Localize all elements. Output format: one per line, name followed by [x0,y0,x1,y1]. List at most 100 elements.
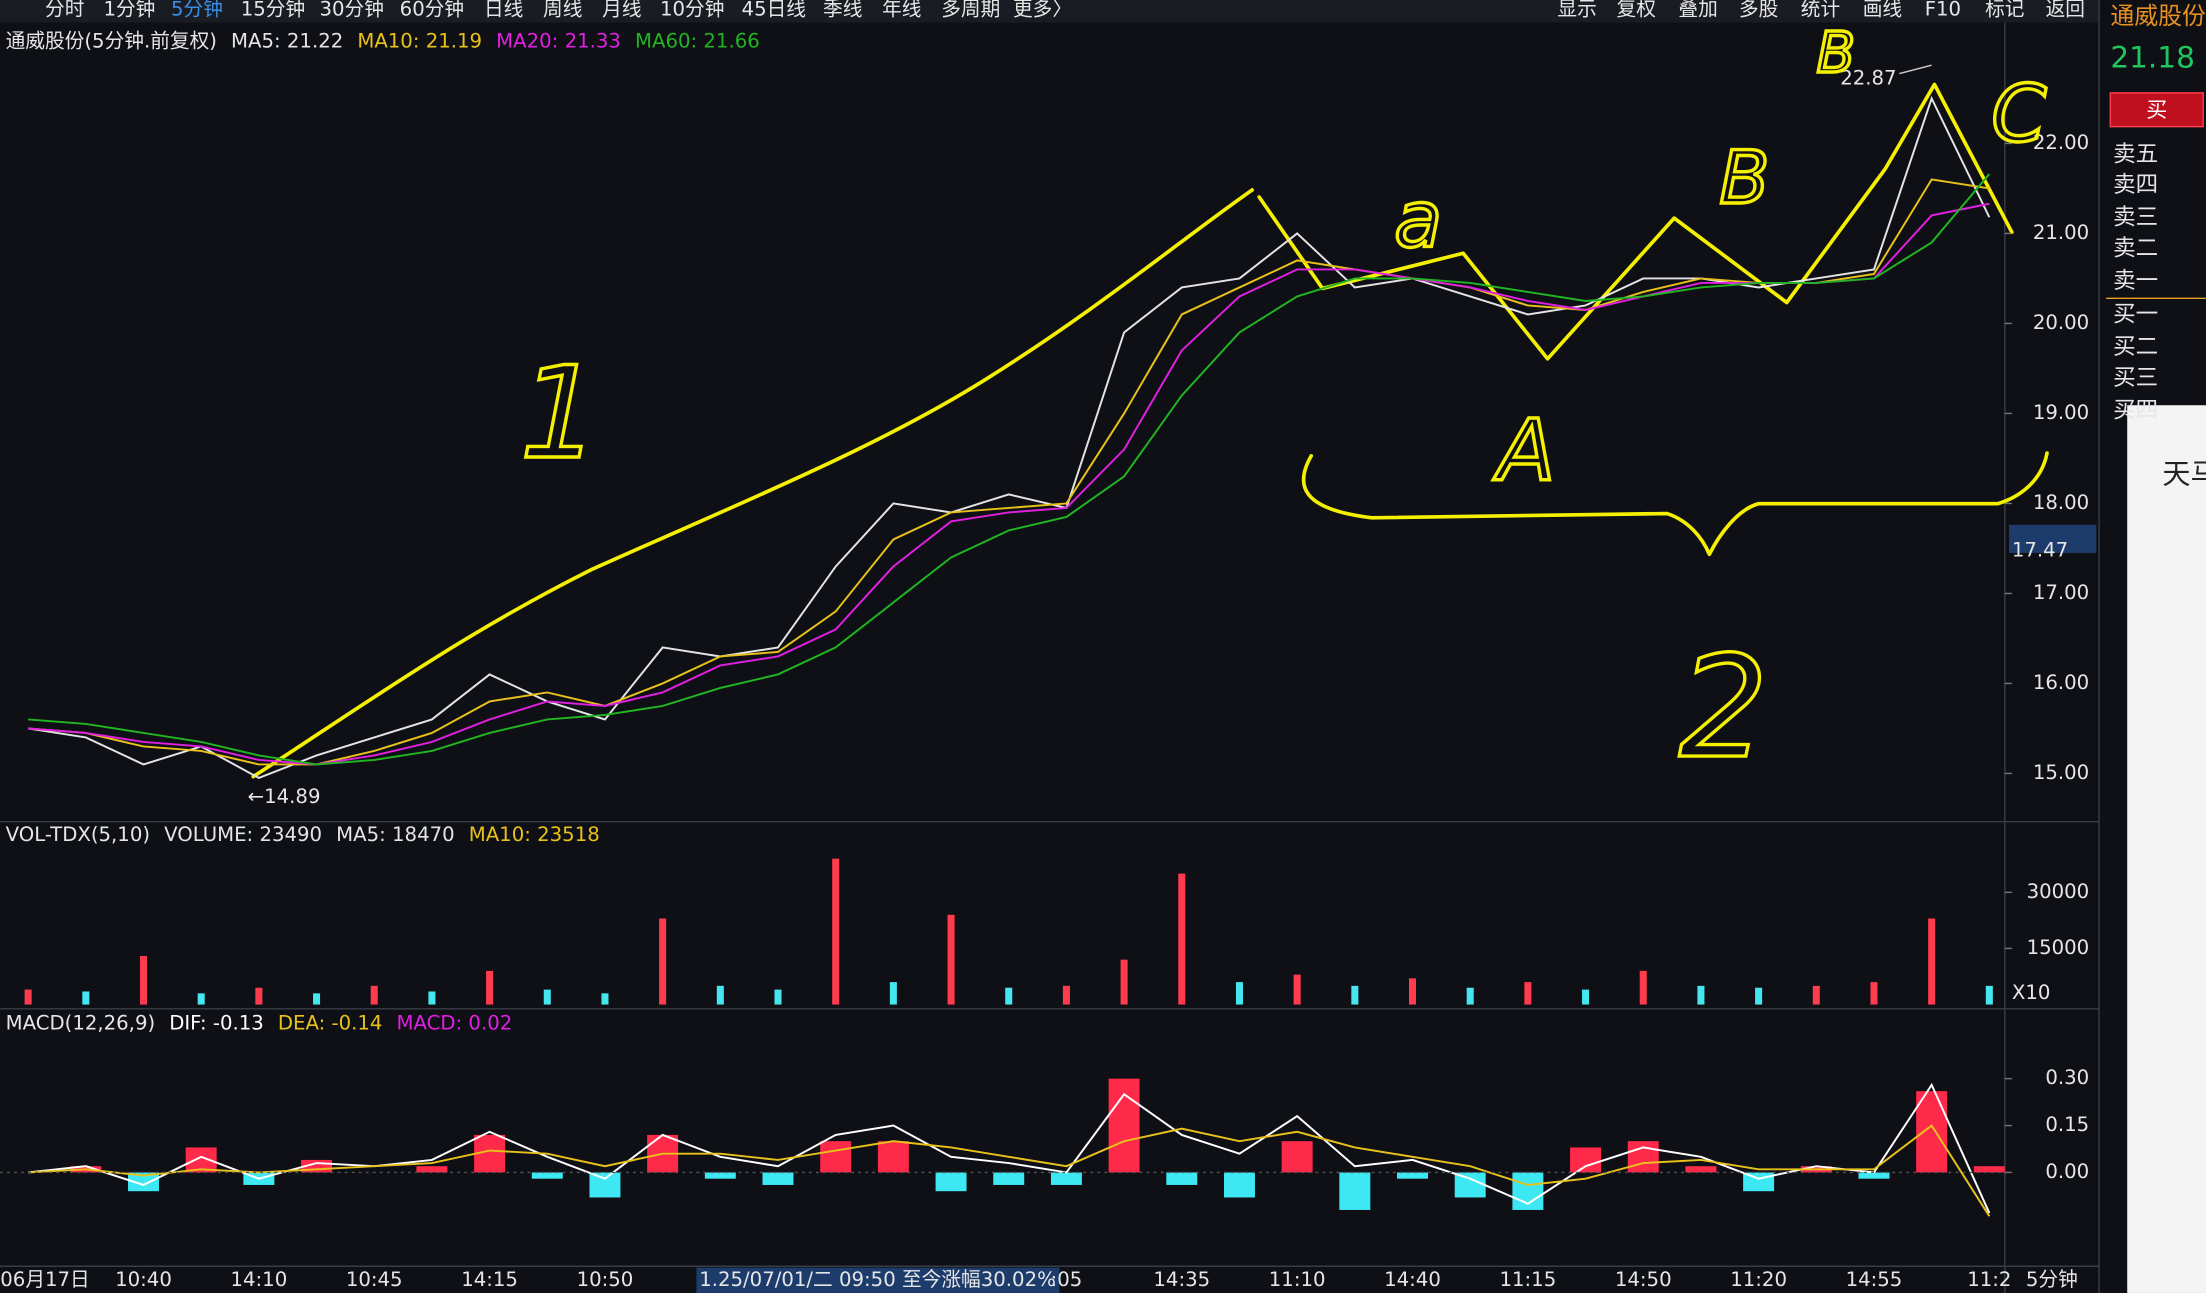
legend-item: MA10: 21.19 [357,30,482,53]
bar [128,1172,159,1192]
period-tab[interactable]: 15分钟 [241,0,305,20]
period-tab[interactable]: 30分钟 [320,0,384,20]
bar [1235,982,1243,1005]
y-tick-label: 0.15 [2045,1113,2089,1136]
y-tick-label: 17.00 [2033,581,2089,604]
bar [1120,959,1128,1005]
x-tick-label: 14:10 [230,1268,287,1291]
handwritten-note: C [1991,68,2046,160]
handwritten-note: A [1493,402,1556,500]
bar [1985,985,1993,1005]
bar [1973,1166,2005,1173]
handwritten-note: 2 [1679,626,1769,790]
x-tick-label: 14:15 [461,1268,518,1291]
legend-item: MACD(12,26,9) [6,1012,156,1035]
popup [2127,405,2206,1293]
book-label: 卖一 [2113,268,2158,294]
period-tab[interactable]: 月线 [602,0,641,20]
bar [589,1172,621,1198]
legend-item: MA5: 18470 [336,823,455,846]
cursor-label: 1.25/07/01/二 09:50 至今涨幅30.02% [699,1268,1056,1291]
book-label: 卖五 [2113,141,2158,167]
low-label: ←14.89 [248,785,321,808]
bar [255,987,263,1005]
x-tick-label: 10:50 [577,1268,634,1291]
period-tab[interactable]: 45日线 [742,0,806,20]
bar [1293,974,1301,1005]
bar [82,991,90,1005]
period-tab[interactable]: 季线 [823,0,862,20]
period-tab[interactable]: 周线 [543,0,582,20]
bar [1351,985,1359,1005]
y-tick-label: 18.00 [2033,491,2089,514]
bar [659,918,667,1005]
x-tick-label: 11:2 [1967,1268,2011,1291]
bar [1339,1172,1371,1210]
bar [716,985,724,1005]
y-tick-label: 0.00 [2045,1160,2089,1183]
buy-button[interactable] [2109,92,2204,128]
bar [139,955,148,1005]
bar [601,993,609,1005]
bar [832,858,840,1005]
legend-item: MA60: 21.66 [635,30,760,53]
period-tab[interactable]: 5分钟 [171,0,223,20]
bar [1570,1147,1602,1173]
bar [1408,978,1417,1005]
bar [1281,1141,1313,1173]
x-tick-label: 11:20 [1730,1268,1787,1291]
high-label: 22.87 [1840,67,1896,90]
bar [1685,1166,1717,1173]
bar [1108,1078,1140,1173]
bar [1870,982,1878,1005]
period-tab[interactable]: 多周期 [941,0,1000,20]
tool-button[interactable]: F10 [1925,0,1961,20]
tool-button[interactable]: 标记 [1985,0,2024,20]
hand-stroke [1257,82,2014,361]
bar [24,989,32,1005]
y-tick-label: 30000 [2027,880,2090,903]
book-label: 买一 [2113,302,2158,328]
period-tab[interactable]: 60分钟 [400,0,464,20]
bar [1627,1141,1659,1173]
tool-button[interactable]: 返回 [2046,0,2085,20]
tool-button[interactable]: 复权 [1617,0,1657,20]
y-tick-label: 22.00 [2033,131,2089,154]
tool-button[interactable]: 统计 [1801,0,1840,20]
bar [1639,970,1647,1005]
period-tab[interactable]: 10分钟 [660,0,724,20]
tool-button[interactable]: 画线 [1863,0,1902,20]
period-tab[interactable]: 分时 [45,0,84,20]
bar [993,1172,1025,1185]
tool-button[interactable]: 叠加 [1678,0,1717,20]
tool-button[interactable]: 显示 [1557,0,1596,20]
period-tab[interactable]: 日线 [484,0,523,20]
period-tab[interactable]: 更多〉 [1013,0,1072,20]
x-tick-label: 14:55 [1846,1268,1903,1291]
bar [1062,985,1070,1005]
bar [1397,1172,1428,1179]
x-tick-label: 10:45 [346,1268,403,1291]
handwritten-note: B [1719,136,1769,221]
toolbar [0,0,2100,23]
x-tick-label: 10:40 [115,1268,172,1291]
x-tick-label: 11:10 [1269,1268,1326,1291]
bar [1050,1172,1082,1185]
y-tick-label: 20.00 [2033,311,2089,334]
series-line [28,1124,1991,1217]
handwritten-note: 1 [520,339,601,487]
bar [370,985,378,1005]
buy-label[interactable]: 买 [2146,97,2167,122]
bar [197,993,205,1005]
tool-button[interactable]: 多股 [1739,0,1778,20]
period-tab[interactable]: 年线 [882,0,921,20]
book-label: 卖四 [2113,172,2158,198]
period-tab[interactable]: 1分钟 [103,0,155,20]
stock-price: 21.18 [2110,41,2195,75]
book-label: 买三 [2113,365,2158,391]
book-label: 买二 [2113,334,2158,360]
bar [1005,987,1013,1005]
legend-item: MA5: 21.22 [231,30,343,53]
bar [1524,982,1532,1005]
bar [543,989,551,1005]
